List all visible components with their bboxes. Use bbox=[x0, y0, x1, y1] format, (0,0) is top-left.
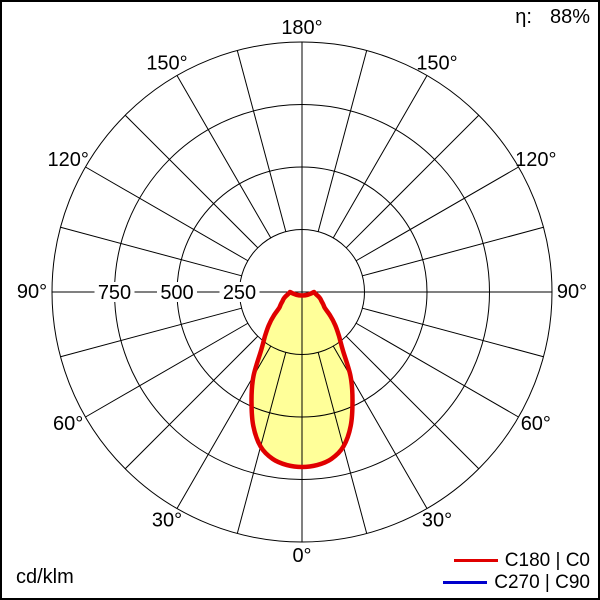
grid-spoke bbox=[124, 114, 259, 249]
radial-tick-label: 750 bbox=[98, 282, 131, 304]
grid-spoke bbox=[85, 322, 249, 418]
legend-line-red-icon bbox=[453, 559, 498, 562]
grid-spoke bbox=[236, 50, 287, 232]
grid-spoke bbox=[362, 307, 544, 358]
angle-tick-label: 90° bbox=[557, 281, 587, 303]
polar-grid bbox=[51, 41, 553, 543]
grid-spoke bbox=[345, 335, 480, 470]
angle-tick-label: 60° bbox=[53, 413, 83, 435]
grid-spoke bbox=[317, 50, 368, 232]
legend-row-c270-c90: C270 | C90 bbox=[443, 571, 590, 593]
legend-label-c180-c0: C180 | C0 bbox=[504, 549, 590, 571]
grid-spoke bbox=[60, 307, 242, 358]
angle-tick-label: 180° bbox=[281, 17, 322, 39]
grid-spoke bbox=[355, 166, 519, 262]
angle-tick-label: 150° bbox=[146, 52, 187, 74]
angle-tick-label: 0° bbox=[292, 545, 311, 567]
grid-spoke bbox=[124, 335, 259, 470]
grid-spoke bbox=[60, 226, 242, 277]
angle-tick-label: 30° bbox=[152, 510, 182, 532]
angle-tick-label: 120° bbox=[47, 149, 88, 171]
eta-value: 88% bbox=[549, 6, 590, 28]
distribution-curve bbox=[249, 289, 355, 470]
efficiency-readout: η: 88% bbox=[515, 6, 590, 29]
angle-tick-label: 120° bbox=[515, 149, 556, 171]
radial-label-bg bbox=[94, 282, 135, 302]
legend-line-blue-icon bbox=[443, 581, 488, 584]
grid-spoke bbox=[176, 75, 272, 239]
radial-tick-label: 500 bbox=[160, 282, 193, 304]
grid-spoke bbox=[355, 322, 519, 418]
legend-row-c180-c0: C180 | C0 bbox=[443, 549, 590, 571]
eta-label: η: bbox=[515, 6, 532, 28]
grid-spoke bbox=[345, 114, 480, 249]
legend: C180 | C0 C270 | C90 bbox=[443, 549, 590, 593]
grid-spoke bbox=[85, 166, 249, 262]
legend-label-c270-c90: C270 | C90 bbox=[494, 571, 590, 593]
angle-tick-label: 60° bbox=[521, 413, 551, 435]
radial-tick-label: 250 bbox=[223, 282, 256, 304]
grid-spoke bbox=[317, 352, 368, 534]
grid-spoke bbox=[362, 226, 544, 277]
angle-tick-label: 30° bbox=[422, 510, 452, 532]
radial-tick-labels: 250 500 750 bbox=[94, 282, 260, 304]
unit-label: cd/klm bbox=[16, 566, 74, 588]
radial-label-bg bbox=[219, 282, 260, 302]
angle-tick-labels: 180° 150° 150° 120° 120° 90° 90° 60° 60° 30° 30° 0° bbox=[17, 17, 587, 567]
grid-spoke bbox=[332, 75, 428, 239]
grid-spoke bbox=[236, 352, 287, 534]
radial-label-bg bbox=[157, 282, 197, 302]
angle-tick-label: 90° bbox=[17, 281, 47, 303]
angle-tick-label: 150° bbox=[416, 52, 457, 74]
